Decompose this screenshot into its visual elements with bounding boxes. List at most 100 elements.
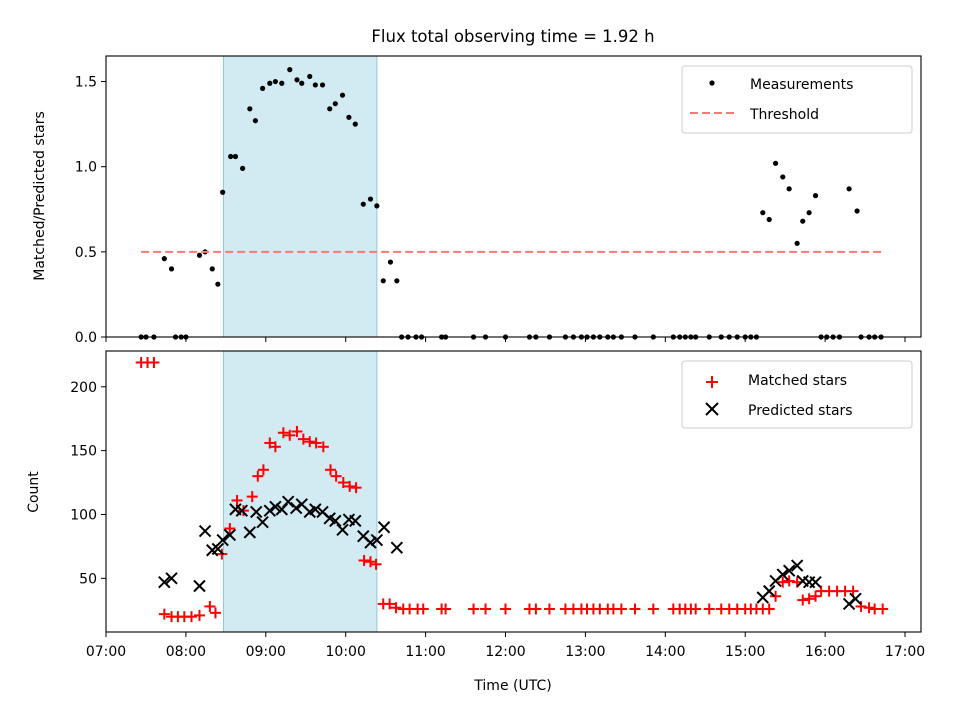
- measurement-point: [260, 85, 266, 91]
- matched-star-point: [847, 585, 859, 597]
- measurement-point: [339, 92, 346, 98]
- measurement-point: [794, 240, 800, 246]
- bottom-plot-frame: [105, 350, 922, 633]
- matched-star-point: [615, 603, 627, 615]
- matched-star-point: [291, 425, 303, 437]
- predicted-star-point: [377, 521, 391, 534]
- bottom-legend-box: [681, 360, 913, 429]
- matched-star-point: [193, 609, 205, 621]
- measurement-point: [215, 281, 221, 287]
- matched-star-point: [317, 441, 329, 453]
- top-y-tick-label: 1.5: [75, 75, 97, 91]
- matched-star-point: [344, 480, 356, 492]
- measurement-point: [228, 153, 234, 160]
- top-y-tick-label: 0.0: [75, 330, 97, 346]
- predicted-star-point: [336, 523, 349, 537]
- predicted-star-point: [165, 572, 178, 585]
- predicted-star-point: [235, 504, 249, 517]
- x-tick-label: 10:00: [326, 644, 366, 660]
- measurement-point: [332, 101, 338, 107]
- predicted-star-point: [256, 515, 269, 529]
- x-tick-label: 09:00: [246, 644, 286, 660]
- matched-star-point: [690, 603, 702, 615]
- measurement-point: [786, 186, 792, 192]
- matched-star-point: [330, 470, 342, 482]
- matched-star-point: [440, 603, 452, 615]
- top-tick-layer: 0.0 0.5 1.0 1.5: [75, 75, 906, 346]
- predicted-star-point: [243, 526, 257, 539]
- measurement-point: [360, 201, 366, 207]
- predicted-star-point: [762, 584, 776, 598]
- measurement-point: [352, 121, 358, 127]
- matched-star-point: [530, 603, 542, 615]
- measurement-point: [800, 218, 806, 224]
- top-panel: 0.0 0.5 1.0 1.5 Matched/Predicted stars Mea…: [32, 55, 922, 346]
- measurement-point: [312, 82, 318, 88]
- x-tick-label: 13:00: [565, 644, 605, 660]
- measurement-point: [346, 114, 352, 120]
- measurement-point: [247, 106, 253, 112]
- matched-star-point: [810, 590, 822, 602]
- measurement-point: [367, 196, 374, 202]
- measurement-point: [772, 160, 779, 166]
- measurement-point: [806, 210, 812, 216]
- bottom-y-tick-label: 50: [79, 571, 97, 587]
- measurement-point: [387, 259, 394, 265]
- matched-star-point: [647, 603, 659, 615]
- matched-star-point: [185, 611, 197, 623]
- matched-star-point: [269, 441, 281, 453]
- measurement-point: [394, 278, 400, 284]
- measurement-point: [252, 118, 259, 124]
- predicted-star-point: [782, 564, 796, 577]
- predicted-star-point: [211, 542, 225, 556]
- bottom-y-tick-label: 200: [70, 380, 97, 396]
- matched-star-point: [390, 602, 402, 614]
- x-tick-label: 08:00: [166, 644, 206, 660]
- x-tick-label: 11:00: [405, 644, 445, 660]
- top-legend: Measurements Threshold: [681, 65, 913, 134]
- x-tick-label: 16:00: [805, 644, 845, 660]
- x-tick-label: 12:00: [485, 644, 525, 660]
- predicted-star-point: [269, 500, 282, 514]
- bottom-highlight-layer: [222, 350, 378, 633]
- matched-star-point: [264, 437, 276, 449]
- x-tick-label: 15:00: [725, 644, 765, 660]
- matched-star-point: [417, 603, 429, 615]
- measurement-point: [327, 106, 333, 112]
- measurement-point: [232, 153, 239, 160]
- top-y-tick-label: 1.0: [75, 160, 97, 176]
- x-axis-label: Time (UTC): [473, 678, 551, 694]
- measurement-point: [760, 210, 766, 216]
- predicted-star-point: [370, 533, 384, 547]
- matched-star-point: [350, 482, 362, 494]
- predicted-star-point: [809, 575, 822, 589]
- measurement-point: [220, 189, 226, 195]
- predicted-star-point: [198, 524, 212, 538]
- measurement-point: [374, 203, 380, 209]
- top-observing-window: [222, 55, 378, 338]
- top-series-layer: [138, 67, 884, 340]
- measurement-point: [294, 77, 300, 83]
- measurement-point: [168, 266, 175, 272]
- matched-star-point: [284, 429, 296, 441]
- predicted-star-point: [223, 528, 237, 542]
- predicted-star-point: [250, 505, 263, 519]
- measurement-point: [272, 78, 278, 85]
- predicted-star-point: [193, 579, 206, 593]
- legend-predicted-label: Predicted stars: [748, 403, 853, 419]
- predicted-star-point: [390, 541, 404, 554]
- matched-star-point: [237, 505, 249, 517]
- predicted-star-point: [364, 536, 377, 549]
- matched-star-point: [629, 603, 641, 615]
- predicted-star-point: [329, 514, 342, 528]
- matched-star-point: [297, 433, 309, 445]
- predicted-star-point: [849, 592, 862, 605]
- matched-star-point: [257, 464, 269, 476]
- measurement-point: [380, 278, 386, 284]
- top-legend-box: [681, 65, 913, 134]
- matched-star-point: [158, 608, 170, 620]
- legend-predicted-marker: [705, 402, 719, 416]
- measurement-point: [812, 193, 819, 199]
- matched-star-point: [480, 603, 492, 615]
- matched-star-point: [543, 603, 555, 615]
